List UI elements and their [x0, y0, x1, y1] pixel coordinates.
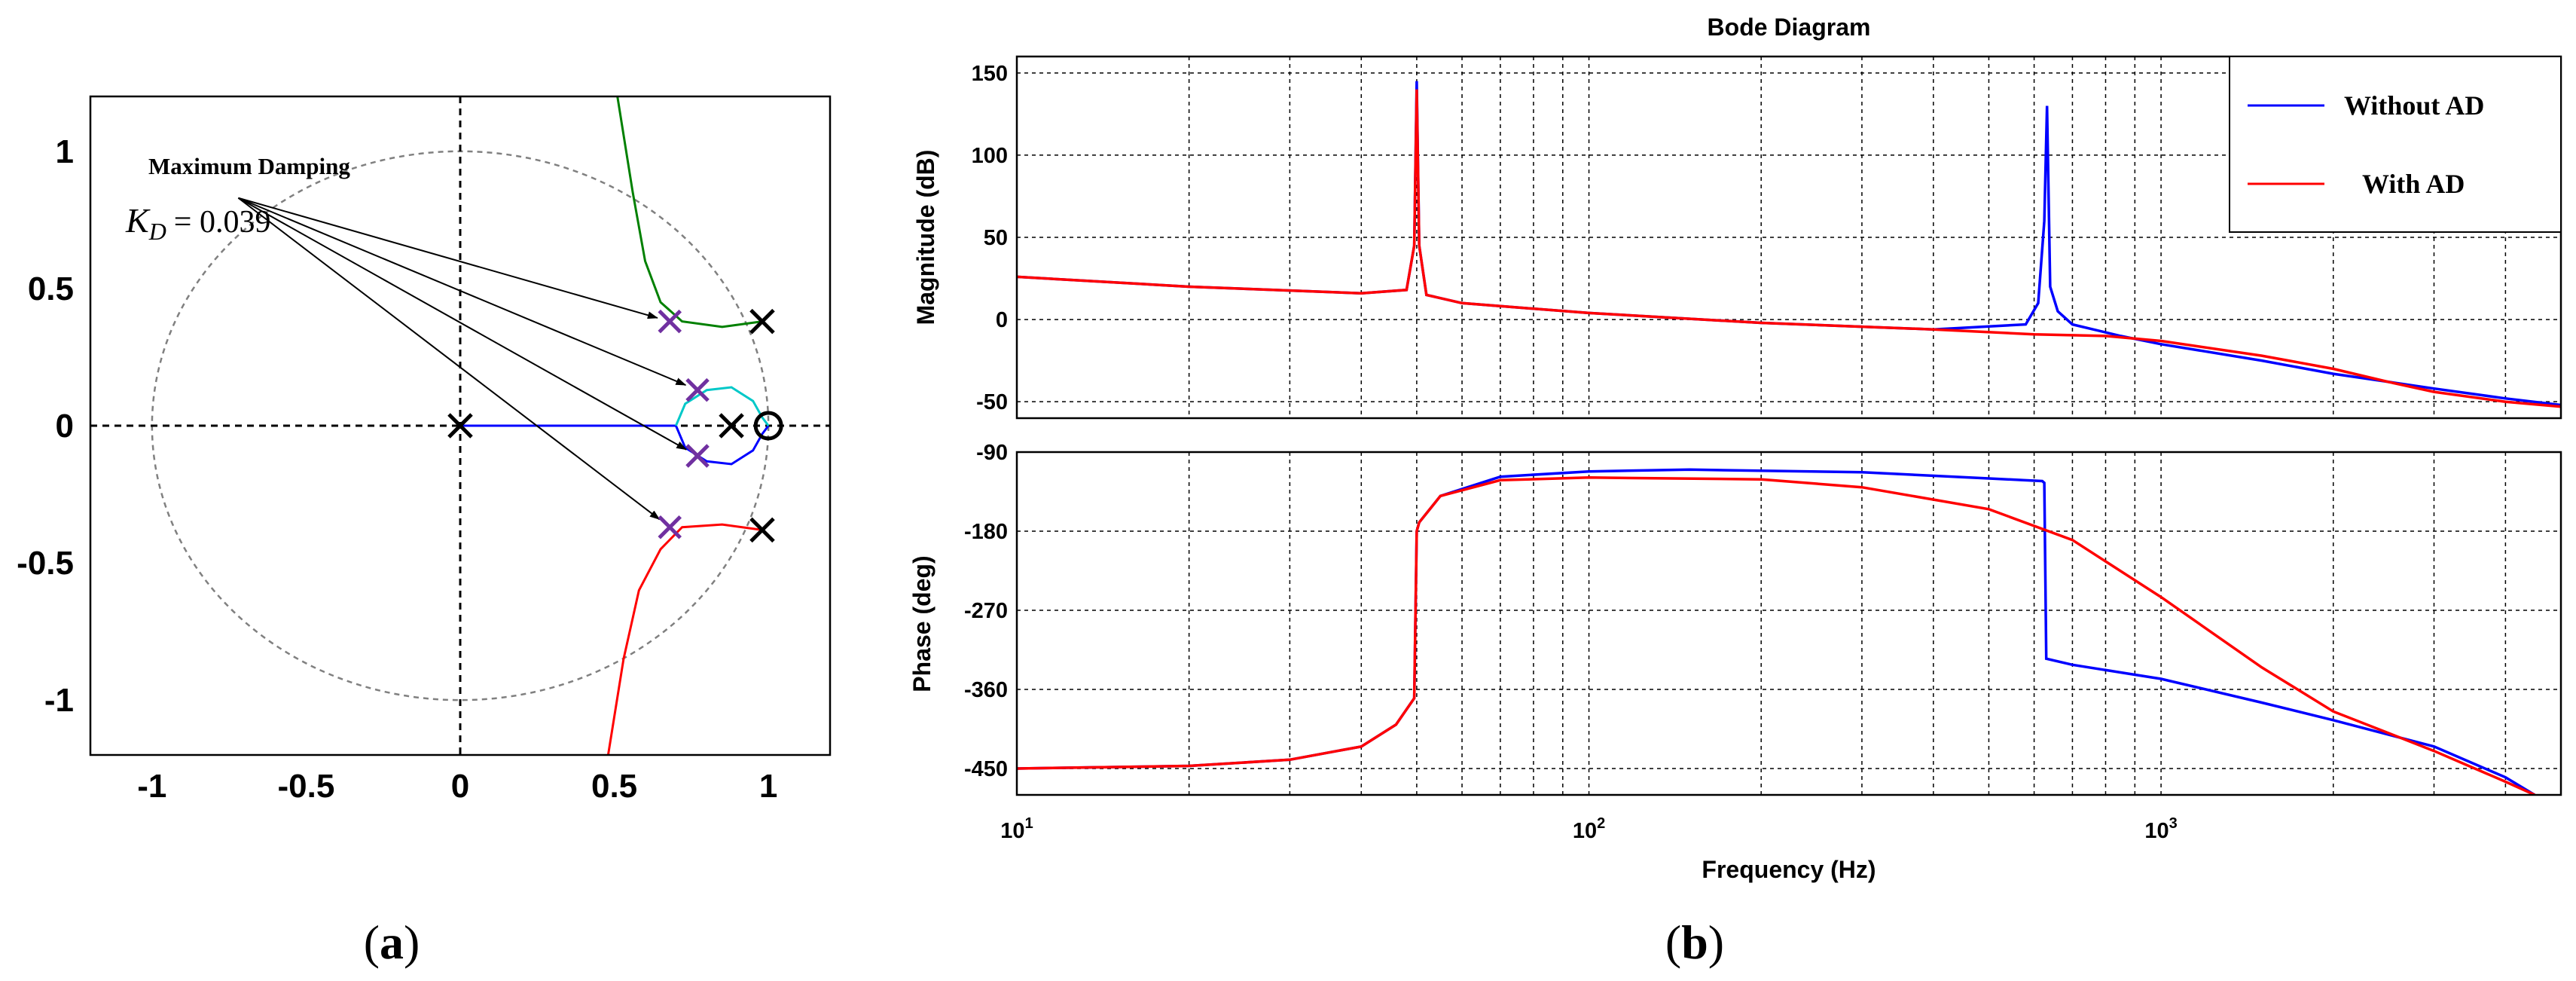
open-loop-pole-4	[749, 517, 775, 543]
frequency-tick-labels: 101 102 103	[1000, 815, 2177, 843]
pole-zero-markers	[447, 308, 783, 543]
closed-loop-pole-1	[658, 309, 682, 334]
magnitude-ytick-label: -50	[976, 390, 1008, 414]
phase-ytick-label: -90	[976, 441, 1008, 465]
bode-diagram: Bode Diagram 150 100 50 0 -50 Magnitude (dB)…	[908, 14, 2562, 969]
damping-arrow-4	[237, 197, 661, 521]
closed-loop-pole-3-stroke-b	[685, 444, 710, 468]
rl-xtick-label: 0.5	[591, 768, 637, 805]
damping-arrow-3	[237, 197, 688, 451]
caption-a-close: )	[404, 915, 420, 969]
damping-arrows	[237, 197, 688, 521]
rl-xtick-label: 0	[451, 768, 469, 805]
phase-plot-area	[1017, 452, 2561, 795]
magnitude-lines	[1017, 81, 2561, 408]
frequency-xlabel: Frequency (Hz)	[1702, 856, 1876, 883]
caption-b-close: )	[1708, 915, 1724, 969]
caption-b-letter: b	[1681, 915, 1708, 969]
rl-ytick-label: -0.5	[17, 545, 74, 582]
phase-y-tick-labels: -90 -180 -270 -360 -450	[964, 441, 1008, 781]
phase-ylabel: Phase (deg)	[908, 555, 935, 692]
phase-lines	[1017, 468, 2536, 795]
rl-ytick-label: 0	[56, 408, 74, 445]
caption-a-open: (	[364, 915, 380, 969]
damping-arrow-1	[238, 197, 658, 319]
frequency-tick-label: 103	[2144, 815, 2177, 843]
magnitude-y-tick-labels: 150 100 50 0 -50	[972, 62, 1008, 414]
rl-ytick-label: 1	[56, 133, 74, 170]
legend-label-without-ad: Without AD	[2344, 90, 2484, 121]
legend-box	[2229, 56, 2562, 233]
closed-loop-pole-4-stroke-b	[658, 515, 682, 539]
locus-branches	[460, 96, 770, 756]
phase-ytick-label: -360	[964, 678, 1008, 702]
kd-symbol: K	[125, 201, 151, 240]
open-loop-pole-1-stroke-b	[447, 413, 473, 439]
legend-label-with-ad: With AD	[2362, 169, 2465, 199]
magnitude-grid	[1017, 57, 2561, 418]
root-locus-y-tick-labels: 1 0.5 0 -0.5 -1	[17, 133, 74, 719]
phase-frame	[1015, 451, 2562, 796]
closed-loop-pole-2	[685, 377, 710, 402]
rl-xtick-label: 1	[759, 768, 777, 805]
kd-subscript: D	[148, 218, 166, 245]
caption-b-open: (	[1665, 915, 1681, 969]
open-loop-pole-1	[447, 413, 473, 439]
legend: Without AD With AD	[2229, 56, 2562, 233]
open-loop-pole-2	[719, 413, 744, 439]
magnitude-ytick-label: 150	[972, 62, 1008, 86]
caption-b: (b)	[1665, 915, 1724, 969]
open-loop-pole-4-stroke-b	[749, 517, 775, 543]
frequency-tick-label: 102	[1573, 815, 1605, 843]
root-locus-x-tick-labels: -1 -0.5 0 0.5 1	[137, 768, 777, 805]
rl-xtick-label: -1	[137, 768, 166, 805]
locus-branch-1	[616, 96, 763, 329]
kd-value: = 0.039	[174, 205, 271, 240]
rl-ytick-label: -1	[44, 682, 74, 719]
phase-ytick-label: -270	[964, 599, 1008, 623]
bode-title: Bode Diagram	[1708, 14, 1871, 41]
annotation-title: Maximum Damping	[148, 153, 350, 179]
magnitude-series-with-ad	[1017, 89, 2561, 408]
open-loop-pole-3	[749, 308, 775, 335]
locus-branch-5	[675, 386, 770, 426]
phase-grid	[1017, 452, 2561, 795]
frequency-tick-label: 101	[1000, 815, 1033, 843]
magnitude-ytick-label: 0	[996, 308, 1008, 332]
closed-loop-pole-2-stroke-b	[685, 377, 710, 402]
open-loop-pole-2-stroke-b	[719, 413, 744, 439]
magnitude-ylabel: Magnitude (dB)	[912, 150, 939, 325]
open-loop-pole-3-stroke-b	[749, 308, 775, 335]
rl-xtick-label: -0.5	[278, 768, 335, 805]
closed-loop-pole-1-stroke-b	[658, 309, 682, 334]
caption-a-letter: a	[380, 915, 404, 969]
root-locus-plot: -1 -0.5 0 0.5 1 10.50-0.5-1 Maximum Damping …	[17, 95, 832, 969]
magnitude-ytick-label: 100	[972, 144, 1008, 168]
annotation-kd: KD = 0.039	[125, 201, 270, 245]
phase-ytick-label: -180	[964, 520, 1008, 544]
closed-loop-pole-3	[685, 444, 710, 468]
locus-branch-2	[606, 523, 763, 756]
caption-a: (a)	[364, 915, 420, 969]
magnitude-ytick-label: 50	[984, 226, 1008, 250]
damping-arrow-2	[238, 197, 687, 387]
root-locus-frame	[89, 95, 832, 756]
magnitude-frame	[1015, 55, 2562, 420]
open-loop-zero-1	[753, 411, 783, 441]
rl-ytick-label: 0.5	[28, 270, 74, 307]
phase-ytick-label: -450	[964, 757, 1008, 781]
phase-series-with-ad	[1017, 476, 2535, 795]
closed-loop-pole-4	[658, 515, 682, 539]
